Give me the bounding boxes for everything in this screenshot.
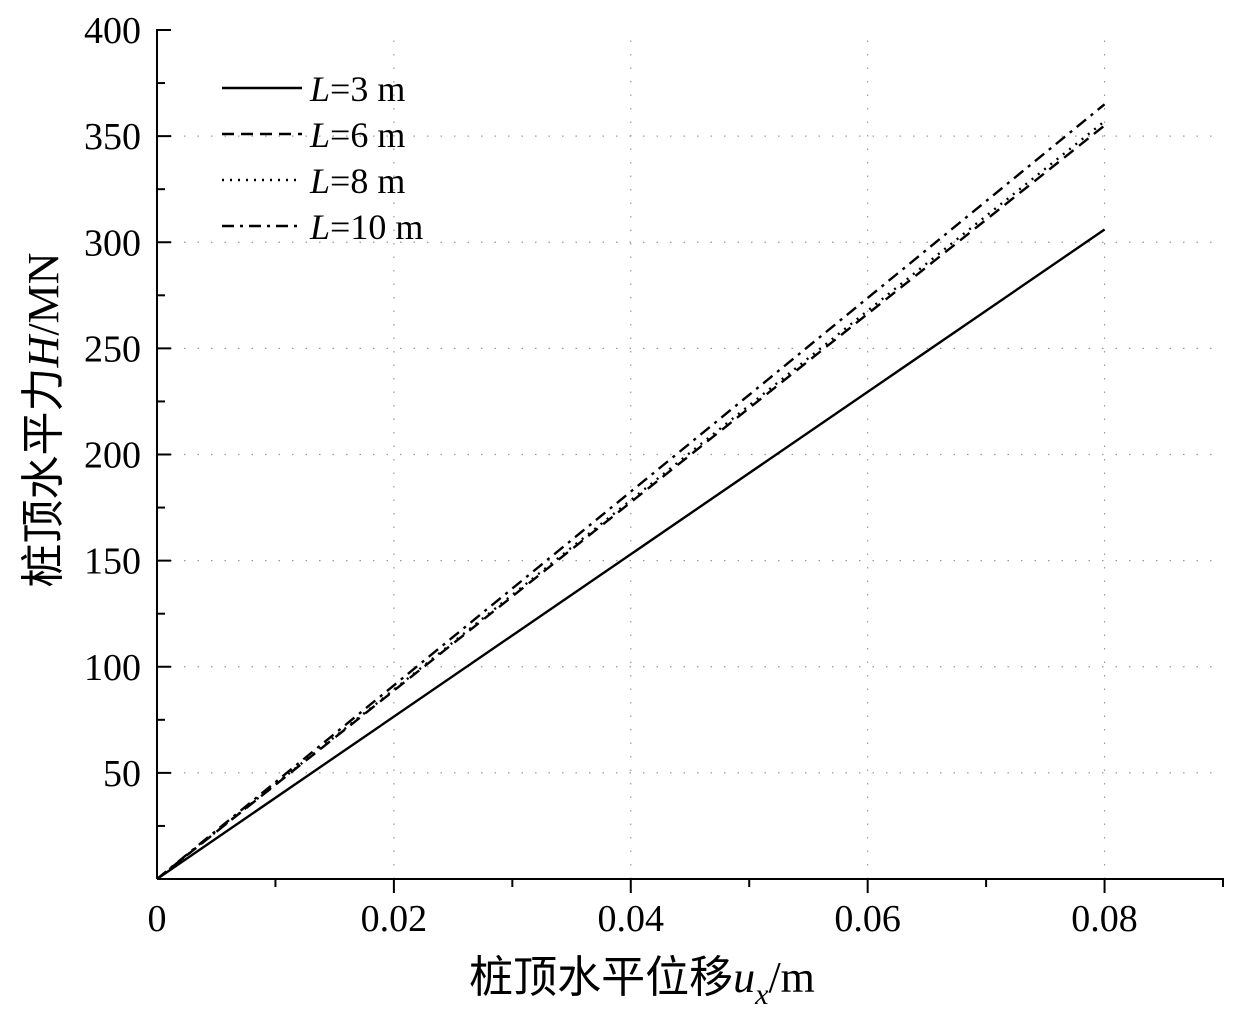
x-tick-label: 0.08 [1071,898,1138,940]
axes-layer: 0 0.02 0.04 0.06 0.08 50 100 150 200 250 300 350 400 [84,10,1224,940]
y-axis-title-symbol: H [19,333,68,368]
x-axis-title: 桩顶水平位移ux/m [469,953,815,1011]
series-line-2 [156,124,1106,880]
y-axis-title-prefix: 桩顶水平力 [19,367,68,587]
x-axis-title-prefix: 桩顶水平位移 [469,953,733,1002]
legend-label-2: L=6 m [309,115,405,155]
series-line-4 [156,103,1106,880]
y-tick-label: 400 [84,10,141,52]
y-tick-label: 250 [84,328,141,370]
y-tick-label: 100 [84,647,141,689]
grid-layer [157,30,1223,879]
y-tick-label: 300 [84,222,141,264]
x-axis-title-subscript: x [754,978,769,1011]
x-axis-title-unit: /m [768,953,814,1002]
y-tick-label: 150 [84,541,141,583]
x-tick-label: 0 [148,898,167,940]
y-axis-title: 桩顶水平力H/MN [19,253,68,588]
y-tick-label: 200 [84,435,141,477]
x-tick-label: 0.02 [361,898,428,940]
legend-label-value: =3 m [330,69,405,109]
legend-label-3: L=8 m [309,161,405,201]
x-tick-label: 0.06 [834,898,901,940]
legend-label-value: =6 m [330,115,405,155]
series-layer [156,103,1106,880]
series-line-1 [156,228,1106,880]
y-tick-label: 350 [84,116,141,158]
legend-label-symbol: L [309,207,330,247]
y-tick-label: 50 [103,753,141,795]
legend: L=3 mL=6 mL=8 mL=10 m [222,69,423,247]
legend-label-value: =10 m [330,207,423,247]
legend-label-value: =8 m [330,161,405,201]
legend-label-symbol: L [309,69,330,109]
legend-label-symbol: L [309,115,330,155]
legend-label-4: L=10 m [309,207,423,247]
legend-label-1: L=3 m [309,69,405,109]
x-tick-label: 0.04 [598,898,665,940]
y-axis-title-unit: /MN [19,253,68,336]
legend-label-symbol: L [309,161,330,201]
x-axis-title-symbol: u [733,953,755,1002]
